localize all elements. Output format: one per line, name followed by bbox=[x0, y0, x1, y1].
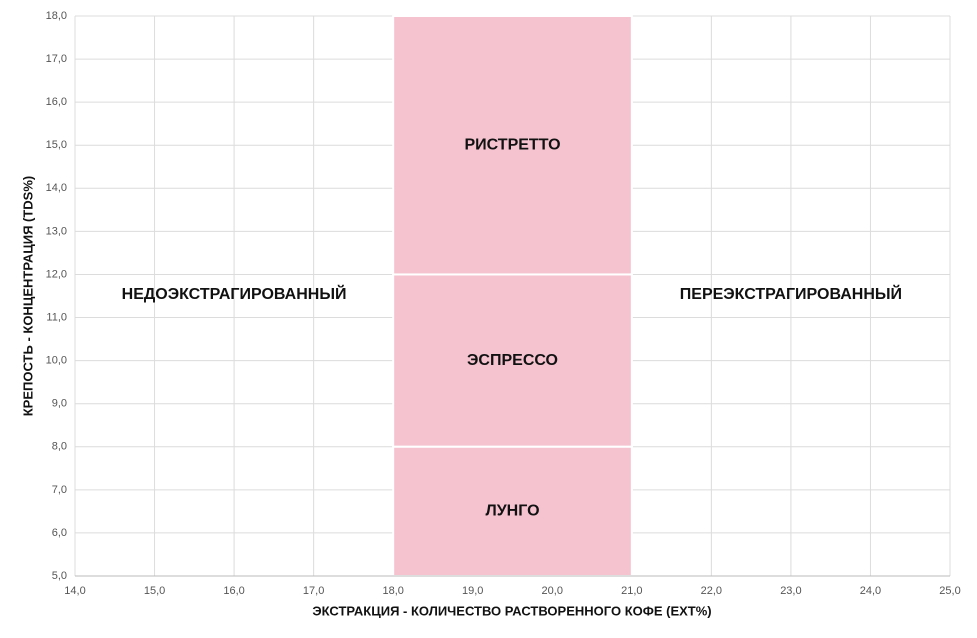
y-tick-label: 7,0 bbox=[52, 484, 67, 496]
y-tick-label: 18,0 bbox=[46, 10, 67, 22]
x-tick-label: 14,0 bbox=[64, 585, 85, 597]
zone-label: ЛУНГО bbox=[485, 503, 539, 520]
y-tick-label: 11,0 bbox=[46, 311, 67, 323]
x-tick-label: 25,0 bbox=[939, 585, 960, 597]
y-tick-label: 16,0 bbox=[46, 96, 67, 108]
annotation: НЕДОЭКСТРАГИРОВАННЫЙ bbox=[122, 284, 347, 303]
x-tick-label: 18,0 bbox=[382, 585, 403, 597]
y-tick-label: 10,0 bbox=[46, 355, 67, 367]
y-tick-label: 5,0 bbox=[52, 570, 67, 582]
x-tick-label: 17,0 bbox=[303, 585, 324, 597]
y-tick-label: 8,0 bbox=[52, 441, 67, 453]
x-tick-label: 24,0 bbox=[860, 585, 881, 597]
x-tick-label: 16,0 bbox=[223, 585, 244, 597]
y-tick-label: 12,0 bbox=[46, 268, 67, 280]
zone-label: РИСТРЕТТО bbox=[464, 136, 560, 153]
x-tick-label: 23,0 bbox=[780, 585, 801, 597]
x-tick-label: 19,0 bbox=[462, 585, 483, 597]
x-tick-label: 22,0 bbox=[701, 585, 722, 597]
zone bbox=[392, 273, 633, 448]
y-tick-label: 13,0 bbox=[46, 225, 67, 237]
x-tick-label: 15,0 bbox=[144, 585, 165, 597]
x-axis-title: ЭКСТРАКЦИЯ - КОЛИЧЕСТВО РАСТВОРЕННОГО КО… bbox=[312, 603, 711, 618]
x-tick-label: 20,0 bbox=[542, 585, 563, 597]
y-tick-label: 15,0 bbox=[46, 139, 67, 151]
y-tick-label: 17,0 bbox=[46, 53, 67, 65]
zone-label: ЭСПРЕССО bbox=[467, 352, 558, 369]
annotation: ПЕРЕЭКСТРАГИРОВАННЫЙ bbox=[680, 284, 902, 303]
y-tick-label: 14,0 bbox=[46, 182, 67, 194]
y-tick-label: 6,0 bbox=[52, 527, 67, 539]
y-axis-title: КРЕПОСТЬ - КОНЦЕНТРАЦИЯ (TDS%) bbox=[20, 176, 35, 417]
x-tick-label: 21,0 bbox=[621, 585, 642, 597]
y-tick-label: 9,0 bbox=[52, 398, 67, 410]
